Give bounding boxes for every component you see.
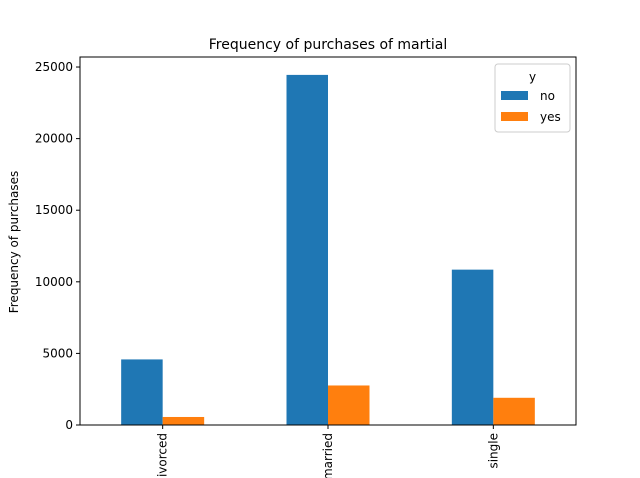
x-tick-label-married: married [321,433,335,478]
legend-title: y [529,70,536,84]
x-tick-label-single: single [486,433,500,469]
y-axis-label: Frequency of purchases [7,171,21,314]
legend-swatch-no [501,91,528,100]
y-tick-label: 10000 [35,275,73,289]
plot-frame [79,56,577,426]
bar-no-married [286,74,328,425]
y-axis: 0 5000 10000 15000 20000 25000 [35,60,80,432]
chart-title: Frequency of purchases of martial [209,37,448,53]
bar-yes-single [493,397,535,425]
legend-swatch-yes [501,112,528,121]
legend-label-yes: yes [540,110,561,124]
x-axis: divorced married single [156,425,500,478]
legend: yno yes [494,63,571,133]
x-tick-label-divorced: divorced [156,433,170,478]
bar-no-single [451,269,494,425]
y-tick-label: 20000 [35,132,73,146]
bar-no-divorced [121,359,163,425]
legend-label-no: no [540,89,555,103]
y-tick-label: 0 [65,418,73,432]
y-tick-label: 5000 [42,346,73,360]
bar-yes-married [328,385,370,425]
bars-group [121,74,535,425]
y-tick-label: 15000 [35,203,73,217]
y-tick-label: 25000 [35,60,73,74]
bar-yes-divorced [162,416,205,425]
